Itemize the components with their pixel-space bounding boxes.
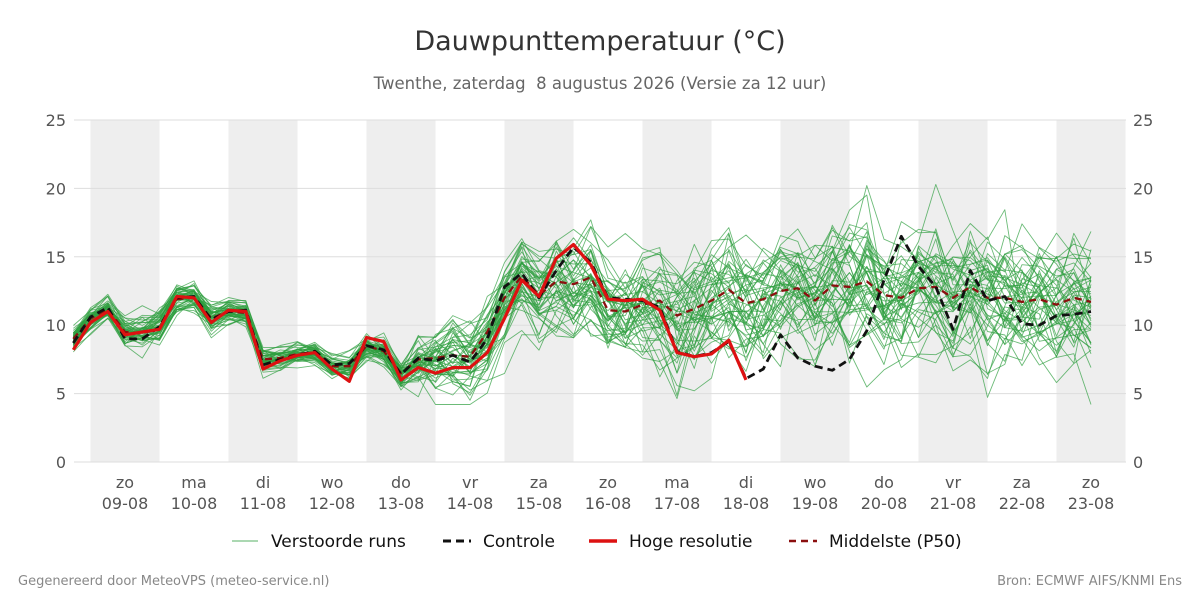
x-tick-day: zo [599,473,617,492]
y-tick-label: 25 [1133,111,1153,130]
chart-subtitle: Twenthe, zaterdag 8 augustus 2026 (Versi… [373,74,827,93]
y-tick-label: 25 [46,111,66,130]
x-tick-date: 18-08 [723,494,770,513]
x-tick-day: za [1013,473,1031,492]
y-axis-left: 0 5 10 15 20 25 [46,111,66,472]
weekend-band [228,120,298,462]
x-tick-day: di [739,473,754,492]
x-tick-date: 16-08 [585,494,632,513]
footer-source: Bron: ECMWF AIFS/KNMI Ens [997,574,1182,589]
ensemble-member-line [72,228,1092,383]
ensemble-member-line [73,228,1092,396]
ensemble-member-line [72,241,1092,376]
ensemble-member-line [72,227,1092,388]
ensemble-member-line [72,245,1092,380]
footer-generator: Gegenereerd door MeteoVPS (meteo-service… [18,574,329,589]
y-tick-label: 0 [1133,453,1143,472]
legend-label-median: Middelste (P50) [829,532,962,552]
y-tick-label: 5 [56,385,66,404]
y-axis-right: 0 5 10 15 20 25 [1133,111,1153,472]
x-tick-date: 22-08 [999,494,1046,513]
x-tick-date: 17-08 [654,494,701,513]
main-series [71,234,1092,383]
x-tick-date: 20-08 [861,494,908,513]
x-tick-day: vr [945,473,961,492]
x-tick-day: do [874,473,894,492]
y-tick-label: 20 [46,179,66,198]
x-tick-date: 11-08 [240,494,287,513]
x-tick-day: za [530,473,548,492]
y-tick-label: 10 [46,316,66,335]
x-tick-date: 21-08 [930,494,977,513]
y-tick-label: 15 [46,248,66,267]
x-tick-day: di [256,473,271,492]
y-tick-label: 10 [1133,316,1153,335]
y-tick-label: 20 [1133,179,1153,198]
x-tick-date: 12-08 [309,494,356,513]
legend-label-hires: Hoge resolutie [629,532,753,552]
x-tick-day: vr [462,473,478,492]
x-tick-day: zo [1082,473,1100,492]
ensemble-member-line [72,265,1092,384]
y-tick-label: 5 [1133,385,1143,404]
weekend-band [366,120,436,462]
x-tick-date: 19-08 [792,494,839,513]
x-tick-date: 23-08 [1068,494,1115,513]
weekend-band [90,120,160,462]
x-tick-day: ma [181,473,206,492]
x-tick-day: wo [804,473,827,492]
x-tick-day: zo [116,473,134,492]
y-tick-label: 0 [56,453,66,472]
x-tick-date: 09-08 [102,494,149,513]
x-tick-day: ma [664,473,689,492]
legend-label-control: Controle [483,532,555,552]
x-tick-date: 15-08 [516,494,563,513]
ensemble-member-line [73,251,1092,375]
chart-title: Dauwpunttemperatuur (°C) [414,26,785,57]
y-tick-label: 15 [1133,248,1153,267]
ensemble-member-line [72,219,1092,369]
hires-line [71,242,748,383]
x-axis: zo 09-08 ma 10-08 di 11-08 wo 12-08 do 13-08 vr 14-… [102,473,1115,513]
x-tick-date: 10-08 [171,494,218,513]
ensemble-member-line [72,221,1092,377]
x-tick-day: wo [321,473,344,492]
x-tick-date: 13-08 [378,494,425,513]
x-tick-day: do [391,473,411,492]
legend: Verstoorde runs Controle Hoge resolutie … [232,532,962,552]
ensemble-member-line [72,243,1092,372]
legend-label-ensemble: Verstoorde runs [271,532,406,552]
ensemble-member-line [72,227,1092,387]
x-tick-date: 14-08 [447,494,494,513]
